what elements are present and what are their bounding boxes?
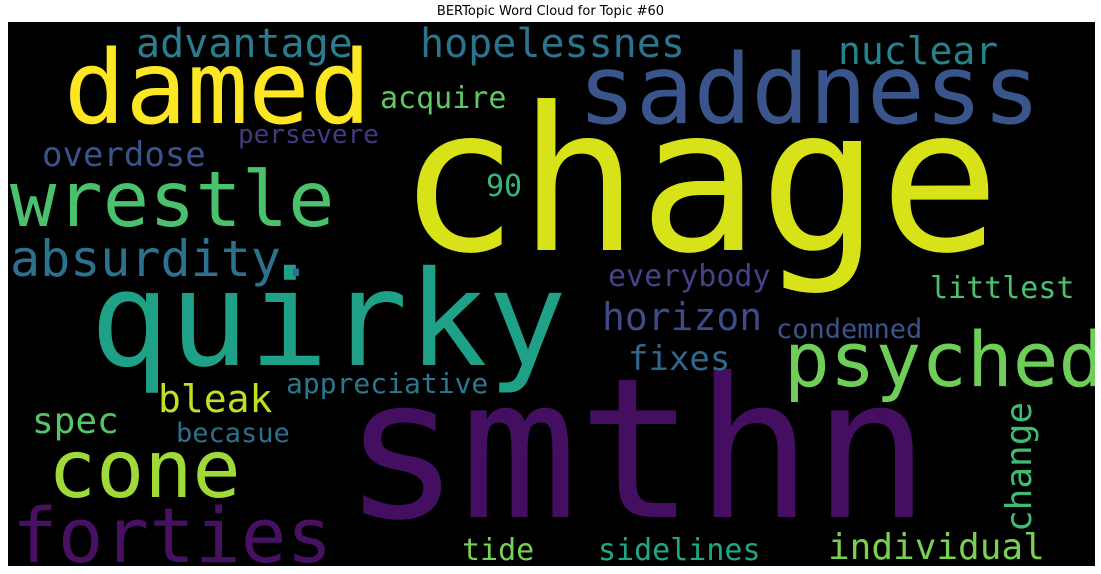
word-cloud-canvas: chage smthn quirky saddness damed wrestl… (8, 22, 1095, 566)
word-cone: cone (48, 423, 241, 516)
word-wrestle: wrestle (10, 156, 335, 245)
word-quirky: quirky (90, 243, 567, 397)
word-persevere: persevere (238, 120, 379, 150)
word-nuclear: nuclear (838, 29, 999, 73)
word-becasue: becasue (176, 418, 290, 449)
word-littlest: littlest (930, 271, 1075, 306)
word-90: 90 (486, 169, 523, 204)
word-damed: damed (64, 29, 372, 148)
word-smthn: smthn (343, 336, 930, 563)
word-bleak: bleak (158, 377, 273, 421)
word-absurdity: absurdity. (10, 230, 312, 288)
word-tide: tide (462, 533, 535, 566)
word-appreciative: appreciative (286, 367, 489, 400)
word-change: change (999, 401, 1040, 532)
word-sidelines: sidelines (598, 533, 761, 566)
word-forties: forties (12, 491, 333, 567)
word-horizon: horizon (602, 295, 763, 339)
word-condemned: condemned (776, 314, 923, 345)
word-individual: individual (828, 527, 1045, 566)
word-psyched: psyched (784, 315, 1095, 404)
chart-title: BERTopic Word Cloud for Topic #60 (436, 4, 665, 19)
word-everybody: everybody (608, 259, 771, 294)
word-spec: spec (32, 401, 119, 442)
word-overdose: overdose (42, 135, 206, 175)
word-chage: chage (398, 65, 1001, 298)
word-fixes: fixes (628, 339, 731, 379)
word-acquire: acquire (380, 81, 507, 116)
word-hopelessnes: hopelessnes (420, 22, 685, 67)
word-saddness: saddness (578, 34, 1041, 146)
word-advantage: advantage (136, 22, 353, 67)
